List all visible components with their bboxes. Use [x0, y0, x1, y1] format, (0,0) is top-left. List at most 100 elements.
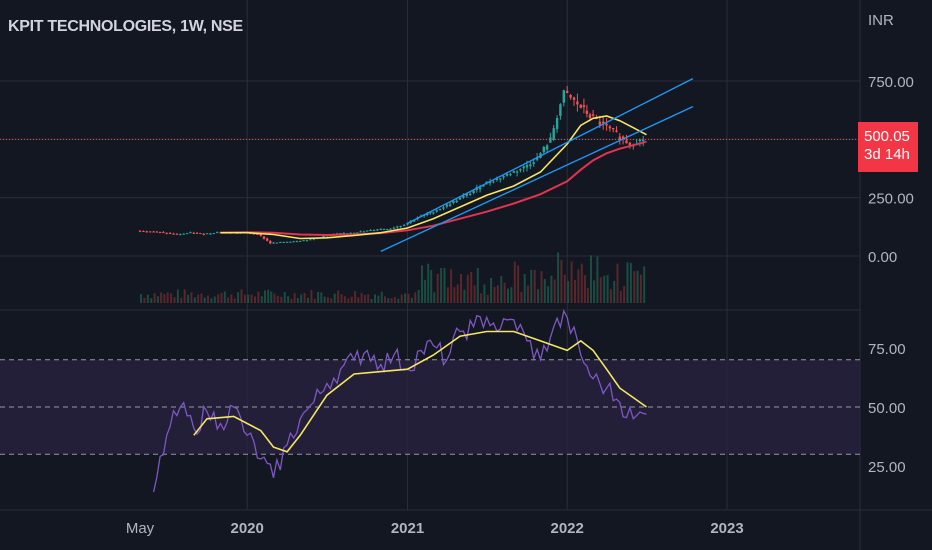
volume-bar — [493, 286, 496, 303]
price-candles — [138, 86, 645, 245]
candle-body — [185, 233, 189, 235]
volume-bar — [547, 286, 550, 303]
candle-body — [282, 242, 285, 243]
candle-body — [376, 229, 379, 231]
volume-bar — [443, 268, 446, 303]
volume-bar — [143, 297, 146, 303]
candle-body — [272, 242, 275, 244]
candle-body — [555, 118, 559, 129]
volume-bar — [433, 292, 436, 303]
candle-body — [295, 241, 299, 243]
volume-bar — [450, 269, 453, 303]
candle-body — [638, 139, 642, 142]
volume-bar — [347, 298, 350, 303]
candle-body — [442, 207, 445, 209]
volume-bar — [580, 263, 583, 303]
candle-body — [309, 239, 312, 241]
candle-body — [545, 145, 549, 150]
volume-bar — [160, 292, 163, 303]
volume-bar — [220, 293, 223, 303]
volume-bar — [533, 269, 536, 303]
volume-bar — [639, 274, 642, 303]
candle-body — [532, 162, 535, 164]
candle-body — [525, 165, 529, 168]
candle-body — [275, 242, 279, 244]
time-tick-label: 2020 — [231, 520, 264, 537]
volume-bar — [374, 294, 376, 303]
candle-body — [505, 174, 509, 176]
volume-bar — [609, 289, 612, 303]
candle-body — [502, 176, 505, 178]
candle-body — [591, 114, 595, 116]
volume-bar — [300, 294, 303, 303]
volume-bar — [633, 271, 636, 303]
candle-body — [142, 231, 145, 232]
candle-body — [529, 164, 532, 167]
volume-bar — [436, 273, 439, 303]
volume-bar — [623, 286, 626, 303]
candle-body — [359, 231, 362, 233]
volume-bar — [560, 259, 563, 303]
last-price-value: 500.05 — [864, 128, 910, 145]
volume-bar — [570, 261, 573, 303]
candle-body — [465, 193, 468, 196]
candle-body — [189, 232, 192, 234]
volume-bar — [523, 274, 526, 303]
candle-body — [168, 233, 172, 234]
volume-bar — [550, 275, 553, 303]
volume-bar — [146, 294, 149, 303]
volume-bar — [626, 262, 629, 303]
candle-body — [605, 123, 608, 126]
candle-body — [602, 121, 605, 124]
volume-bar — [287, 296, 290, 303]
volume-bar — [227, 297, 230, 303]
candle-body — [426, 213, 429, 215]
volume-bar — [417, 289, 420, 303]
time-tick-label: 2021 — [391, 520, 424, 537]
candle-body — [448, 204, 452, 206]
volume-bar — [166, 292, 169, 303]
candle-body — [149, 231, 152, 233]
candle-body — [582, 105, 586, 108]
volume-bar — [430, 270, 433, 303]
volume-bar — [326, 297, 329, 303]
candle-body — [509, 174, 512, 176]
volume-bar — [310, 290, 313, 303]
volume-bar — [156, 296, 159, 303]
price-tick-label: 0.00 — [868, 249, 897, 266]
volume-bar — [187, 294, 190, 303]
volume-bar — [483, 284, 486, 303]
volume-bar — [303, 293, 306, 303]
volume-bar — [404, 293, 407, 303]
candle-body — [216, 232, 219, 234]
candle-body — [138, 230, 142, 232]
volume-bar — [563, 274, 566, 303]
candle-body — [438, 208, 442, 211]
candle-body — [515, 171, 519, 173]
candle-body — [572, 97, 576, 100]
candle-body — [389, 228, 392, 230]
candle-body — [562, 90, 565, 103]
candle-body — [209, 233, 212, 235]
candle-body — [155, 231, 159, 233]
candle-body — [379, 228, 382, 230]
volume-bar — [254, 296, 256, 303]
volume-bar — [500, 275, 503, 303]
moving-average-slow — [220, 140, 647, 237]
candle-body — [165, 232, 168, 234]
volume-bar — [574, 280, 576, 303]
volume-bar — [213, 296, 216, 303]
volume-bar — [243, 294, 246, 303]
candle-body — [598, 121, 601, 125]
volume-bar — [377, 295, 380, 303]
candle-body — [292, 241, 295, 243]
volume-bar — [503, 282, 506, 303]
candle-body — [202, 233, 205, 235]
volume-bar — [540, 271, 543, 303]
candle-body — [392, 227, 396, 229]
candle-body — [618, 136, 621, 140]
volume-bar — [233, 298, 236, 303]
candle-body — [492, 181, 495, 183]
